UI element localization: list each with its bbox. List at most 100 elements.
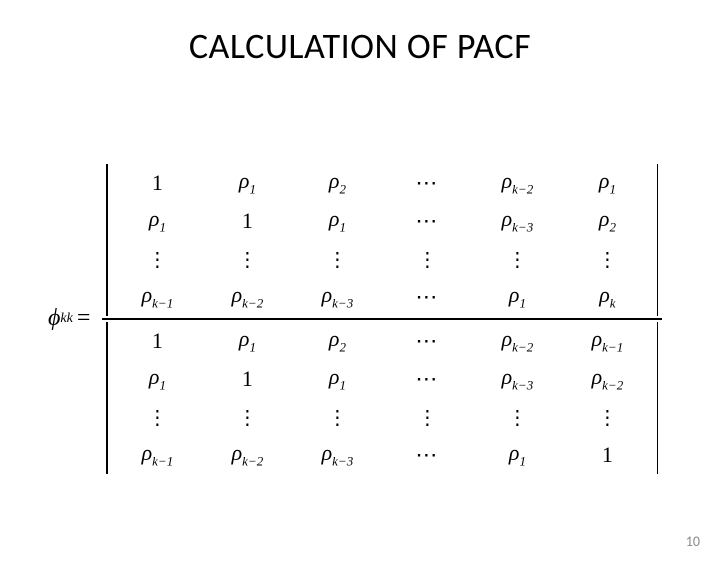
matrix-cell: ⋮ bbox=[382, 240, 472, 278]
vdots-icon: ⋮ bbox=[507, 256, 527, 265]
cdots-icon: ⋯ bbox=[415, 284, 439, 309]
rho-symbol: ρ bbox=[149, 364, 160, 389]
rho-symbol: ρ bbox=[142, 440, 153, 465]
matrix-cell: ⋯ bbox=[382, 360, 472, 398]
matrix-cell: ⋯ bbox=[382, 436, 472, 474]
rho-subscript: k−3 bbox=[332, 296, 353, 311]
matrix-cell: ⋮ bbox=[562, 240, 652, 278]
det-bar-left bbox=[106, 164, 108, 316]
vdots-icon: ⋮ bbox=[417, 414, 437, 423]
matrix-cell: ρ2 bbox=[562, 202, 652, 240]
vdots-icon: ⋮ bbox=[507, 414, 527, 423]
rho-symbol: ρ bbox=[329, 326, 340, 351]
rho-subscript: 1 bbox=[249, 182, 256, 197]
cdots-icon: ⋯ bbox=[415, 208, 439, 233]
matrix-cell: ρ1 bbox=[112, 360, 202, 398]
rho-subscript: 1 bbox=[159, 220, 166, 235]
matrix-one: 1 bbox=[242, 366, 253, 391]
matrix-one: 1 bbox=[242, 208, 253, 233]
matrix-cell: ⋮ bbox=[202, 398, 292, 436]
matrix-cell: ⋯ bbox=[382, 278, 472, 316]
rho-symbol: ρ bbox=[599, 206, 610, 231]
rho-subscript: 2 bbox=[339, 339, 346, 354]
rho-symbol: ρ bbox=[232, 282, 243, 307]
matrix-cell: ρk−3 bbox=[292, 436, 382, 474]
matrix-cell: 1 bbox=[112, 322, 202, 360]
fraction: 1ρ1ρ2⋯ρk−2ρ1ρ11ρ1⋯ρk−3ρ2⋮⋮⋮⋮⋮⋮ρk−1ρk−2ρk… bbox=[102, 164, 662, 474]
matrix-cell: ρ1 bbox=[292, 202, 382, 240]
cdots-icon: ⋯ bbox=[415, 366, 439, 391]
matrix-cell: ρk−1 bbox=[112, 278, 202, 316]
matrix-cell: ρ1 bbox=[112, 202, 202, 240]
matrix-cell: ρk−1 bbox=[112, 436, 202, 474]
cdots-icon: ⋯ bbox=[415, 170, 439, 195]
vdots-icon: ⋮ bbox=[147, 256, 167, 265]
matrix-cell: ⋮ bbox=[112, 240, 202, 278]
rho-symbol: ρ bbox=[322, 440, 333, 465]
matrix-cell: ρk−2 bbox=[472, 164, 562, 202]
matrix-cell: ρ1 bbox=[202, 164, 292, 202]
rho-subscript: 1 bbox=[339, 220, 346, 235]
rho-subscript: 2 bbox=[339, 182, 346, 197]
matrix-cell: ⋮ bbox=[202, 240, 292, 278]
matrix-one: 1 bbox=[152, 328, 163, 353]
matrix-cell: 1 bbox=[562, 436, 652, 474]
matrix-cell: ⋯ bbox=[382, 164, 472, 202]
det-bar-left bbox=[106, 322, 108, 474]
formula-lhs: ϕkk = bbox=[48, 305, 96, 332]
rho-symbol: ρ bbox=[329, 364, 340, 389]
equals-sign: = bbox=[77, 305, 91, 332]
det-bar-right bbox=[657, 164, 659, 316]
matrix-cell: ⋮ bbox=[562, 398, 652, 436]
rho-subscript: k−3 bbox=[512, 377, 533, 392]
rho-symbol: ρ bbox=[592, 326, 603, 351]
rho-symbol: ρ bbox=[142, 282, 153, 307]
phi-symbol: ϕ bbox=[48, 305, 60, 332]
vdots-icon: ⋮ bbox=[327, 256, 347, 265]
det-bar-right bbox=[657, 322, 659, 474]
denominator-determinant: 1ρ1ρ2⋯ρk−2ρk−1ρ11ρ1⋯ρk−3ρk−2⋮⋮⋮⋮⋮⋮ρk−1ρk… bbox=[112, 322, 652, 474]
cdots-icon: ⋯ bbox=[415, 442, 439, 467]
matrix-cell: ρ1 bbox=[202, 322, 292, 360]
rho-subscript: k−2 bbox=[512, 339, 533, 354]
numerator-matrix: 1ρ1ρ2⋯ρk−2ρ1ρ11ρ1⋯ρk−3ρ2⋮⋮⋮⋮⋮⋮ρk−1ρk−2ρk… bbox=[112, 164, 652, 316]
matrix-cell: ρk−3 bbox=[472, 360, 562, 398]
matrix-cell: ρ1 bbox=[562, 164, 652, 202]
rho-symbol: ρ bbox=[592, 364, 603, 389]
matrix-cell: 1 bbox=[202, 202, 292, 240]
denominator-matrix: 1ρ1ρ2⋯ρk−2ρk−1ρ11ρ1⋯ρk−3ρk−2⋮⋮⋮⋮⋮⋮ρk−1ρk… bbox=[112, 322, 652, 474]
matrix-cell: ρk−1 bbox=[562, 322, 652, 360]
matrix-cell: ρk−3 bbox=[292, 278, 382, 316]
rho-symbol: ρ bbox=[502, 206, 513, 231]
rho-subscript: k−2 bbox=[242, 453, 263, 468]
matrix-cell: ⋮ bbox=[112, 398, 202, 436]
page-title: CALCULATION OF PACF bbox=[0, 24, 720, 68]
matrix-one: 1 bbox=[152, 170, 163, 195]
rho-subscript: k−3 bbox=[512, 220, 533, 235]
rho-subscript: 1 bbox=[339, 377, 346, 392]
matrix-cell: ⋮ bbox=[292, 240, 382, 278]
rho-subscript: k−1 bbox=[602, 339, 623, 354]
rho-subscript: k−2 bbox=[512, 182, 533, 197]
rho-symbol: ρ bbox=[599, 282, 610, 307]
rho-symbol: ρ bbox=[329, 206, 340, 231]
rho-subscript: k−2 bbox=[602, 377, 623, 392]
matrix-cell: 1 bbox=[202, 360, 292, 398]
rho-subscript: 2 bbox=[609, 220, 616, 235]
rho-symbol: ρ bbox=[239, 326, 250, 351]
phi-subscript: kk bbox=[60, 311, 72, 327]
matrix-cell: ρk−3 bbox=[472, 202, 562, 240]
rho-symbol: ρ bbox=[239, 168, 250, 193]
rho-subscript: k−2 bbox=[242, 296, 263, 311]
rho-subscript: k−3 bbox=[332, 453, 353, 468]
page-number: 10 bbox=[686, 533, 700, 550]
pacf-formula: ϕkk = 1ρ1ρ2⋯ρk−2ρ1ρ11ρ1⋯ρk−3ρ2⋮⋮⋮⋮⋮⋮ρk−1… bbox=[48, 164, 662, 474]
vdots-icon: ⋮ bbox=[417, 256, 437, 265]
matrix-cell: ⋮ bbox=[382, 398, 472, 436]
matrix-cell: ⋯ bbox=[382, 322, 472, 360]
matrix-cell: ⋮ bbox=[292, 398, 382, 436]
rho-subscript: k bbox=[610, 296, 616, 311]
cdots-icon: ⋯ bbox=[415, 328, 439, 353]
matrix-cell: ρ1 bbox=[472, 436, 562, 474]
rho-subscript: 1 bbox=[519, 453, 526, 468]
